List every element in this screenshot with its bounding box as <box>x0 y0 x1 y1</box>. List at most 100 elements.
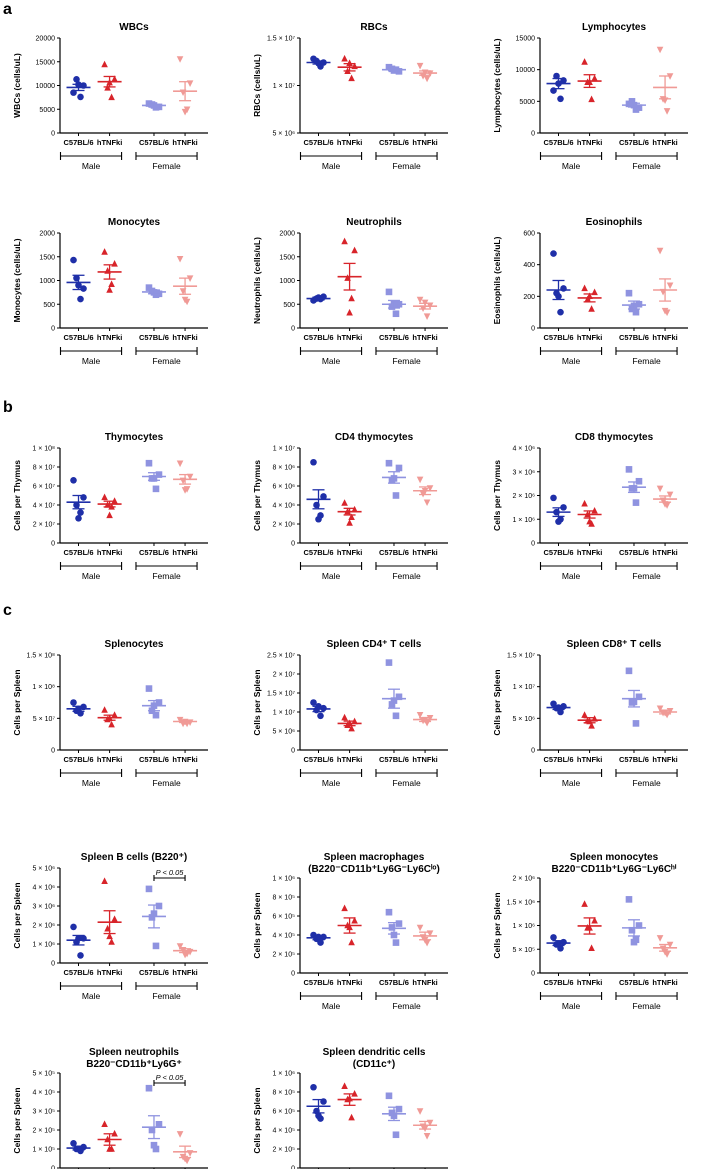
y-axis-label: Cells per Thymus <box>12 460 22 531</box>
chart-title: Lymphocytes <box>582 22 647 33</box>
group-label-female: Female <box>152 356 181 366</box>
data-point <box>581 284 588 292</box>
data-point <box>186 473 194 481</box>
group-label-male: Male <box>82 778 101 788</box>
group-label-female: Female <box>152 991 181 1001</box>
data-point <box>388 701 396 708</box>
x-tick-label: hTNFki <box>337 548 362 557</box>
y-tick-label: 2 × 10⁶ <box>32 923 55 930</box>
data-point <box>351 246 358 254</box>
x-tick-label: C57BL/6 <box>619 548 649 557</box>
y-axis-label: Cells per Thymus <box>492 460 502 531</box>
group-label-female: Female <box>152 571 181 581</box>
data-point <box>176 460 184 468</box>
x-tick-label: C57BL/6 <box>303 548 333 557</box>
y-tick-label: 6 × 10⁵ <box>272 914 295 921</box>
y-tick-label: 4 × 10⁵ <box>272 933 295 940</box>
data-point <box>395 693 403 701</box>
chart-subtitle: B220⁻CD11b⁺Ly6G⁻Ly6Cʰⁱ <box>551 863 676 875</box>
y-tick-label: 2.5 × 10⁷ <box>267 653 295 660</box>
data-point <box>348 294 355 302</box>
x-tick-label: hTNFki <box>652 548 677 557</box>
group-label-female: Female <box>632 356 661 366</box>
y-tick-label: 0 <box>531 131 535 138</box>
group-label-male: Male <box>322 161 341 171</box>
data-point <box>75 515 82 522</box>
x-tick-label: hTNFki <box>412 138 437 147</box>
data-point <box>632 106 640 113</box>
y-tick-label: 600 <box>523 231 535 238</box>
data-point <box>395 920 403 927</box>
data-point <box>392 492 400 499</box>
x-tick-label: C57BL/6 <box>63 755 93 764</box>
y-tick-label: 6 × 10⁶ <box>272 484 295 491</box>
y-tick-label: 2 × 10⁶ <box>512 876 535 883</box>
data-point <box>557 308 564 316</box>
data-point <box>666 282 674 290</box>
data-point <box>588 305 595 312</box>
data-point <box>181 487 189 494</box>
y-tick-label: 2000 <box>39 231 55 238</box>
data-point <box>632 499 640 506</box>
data-point <box>656 705 664 713</box>
data-point <box>581 58 588 65</box>
group-label-female: Female <box>392 161 421 171</box>
x-tick-label: C57BL/6 <box>63 968 93 977</box>
x-tick-label: hTNFki <box>97 755 122 764</box>
data-point <box>155 699 163 706</box>
data-point <box>70 1140 77 1147</box>
data-point <box>106 511 113 519</box>
y-tick-label: 0 <box>531 326 535 333</box>
data-point <box>101 877 108 884</box>
data-point <box>586 517 593 525</box>
y-tick-label: 5 × 10⁶ <box>512 716 535 723</box>
chart-title: Thymocytes <box>105 432 164 443</box>
x-tick-label: hTNFki <box>172 548 197 557</box>
data-point <box>155 902 163 910</box>
data-point <box>145 885 153 893</box>
group-label-female: Female <box>632 161 661 171</box>
y-tick-label: 1 × 10⁵ <box>32 1147 55 1154</box>
data-point <box>320 493 327 500</box>
x-tick-label: C57BL/6 <box>619 755 649 764</box>
chart-title: Spleen B cells (B220⁺) <box>81 852 187 863</box>
group-label-male: Male <box>82 161 101 171</box>
x-tick-label: hTNFki <box>412 755 437 764</box>
x-tick-label: hTNFki <box>577 138 602 147</box>
x-tick-label: C57BL/6 <box>139 333 169 342</box>
data-point <box>423 75 431 83</box>
data-point <box>632 720 640 727</box>
data-point <box>661 307 669 315</box>
chart-title: Spleen macrophages <box>324 852 425 863</box>
group-label-female: Female <box>152 161 181 171</box>
y-tick-label: 8 × 10⁵ <box>272 895 295 902</box>
x-tick-label: hTNFki <box>97 968 122 977</box>
y-tick-label: 3 × 10⁵ <box>32 1109 55 1116</box>
data-point <box>346 519 353 526</box>
y-tick-label: 0 <box>291 541 295 548</box>
y-tick-label: 0 <box>531 748 535 755</box>
data-point <box>635 693 643 701</box>
y-axis-label: RBCs (cells/uL) <box>252 54 262 117</box>
group-label-female: Female <box>632 571 661 581</box>
data-point <box>101 60 108 68</box>
y-tick-label: 5000 <box>519 99 535 106</box>
chart-subtitle: B220⁻CD11b⁺Ly6G⁺ <box>86 1059 182 1070</box>
x-tick-label: C57BL/6 <box>543 333 573 342</box>
data-point <box>108 93 115 101</box>
data-point <box>591 74 598 82</box>
y-tick-label: 0 <box>291 326 295 333</box>
x-tick-label: hTNFki <box>97 333 122 342</box>
panel-label-a: a <box>3 1 12 18</box>
data-point <box>630 938 638 946</box>
data-point <box>77 952 84 959</box>
y-tick-label: 2 × 10⁵ <box>272 952 295 959</box>
y-tick-label: 1 × 10⁶ <box>32 942 55 949</box>
data-point <box>80 285 87 292</box>
y-tick-label: 8 × 10⁶ <box>272 465 295 472</box>
chart-subtitle: (CD11c⁺) <box>353 1059 396 1070</box>
y-axis-label: Cells per Spleen <box>252 1087 262 1153</box>
y-tick-label: 500 <box>283 302 295 309</box>
y-tick-label: 1 × 10⁸ <box>32 684 55 691</box>
